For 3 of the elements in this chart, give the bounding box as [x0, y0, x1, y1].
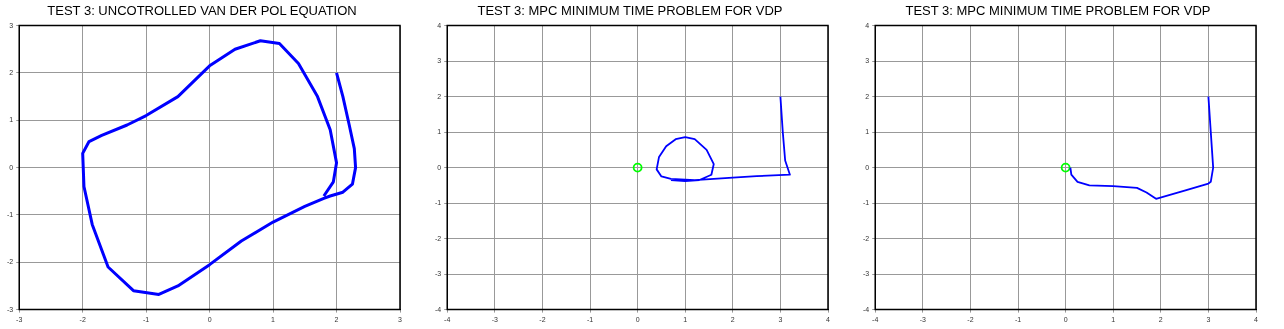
chart-title: TEST 3: MPC MINIMUM TIME PROBLEM FOR VDP — [477, 3, 783, 19]
chart-title: TEST 3: UNCOTROLLED VAN DER POL EQUATION — [47, 3, 357, 19]
chart-title: TEST 3: MPC MINIMUM TIME PROBLEM FOR VDP — [905, 3, 1211, 19]
